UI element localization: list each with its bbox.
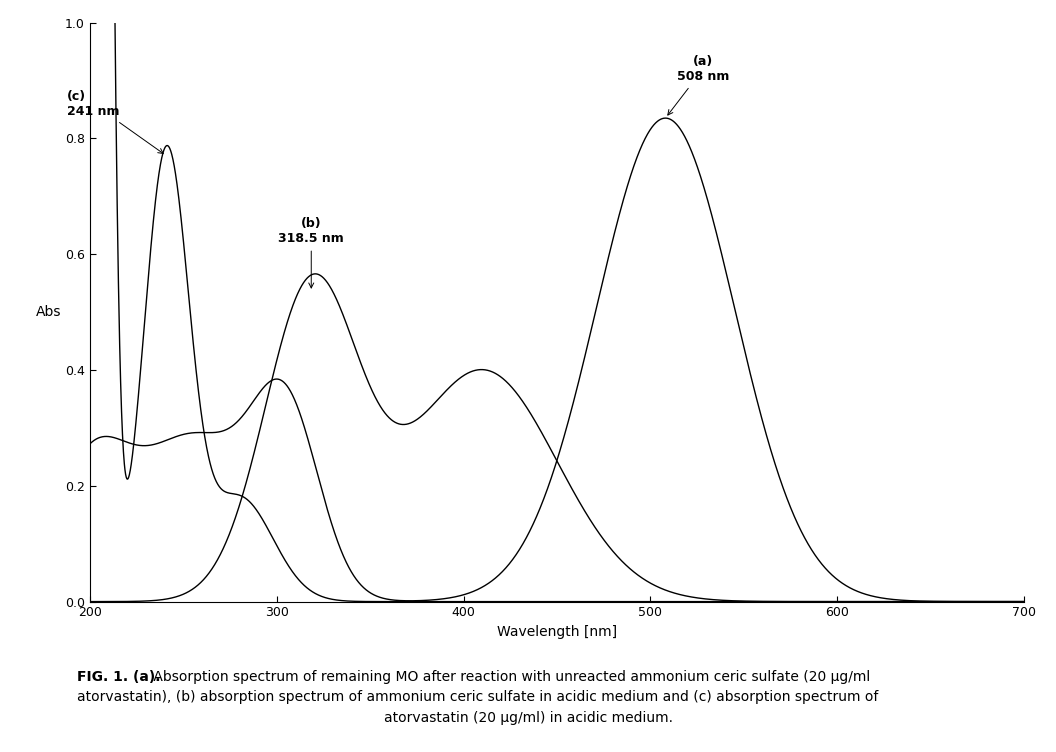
Text: (b)
318.5 nm: (b) 318.5 nm [279, 217, 344, 288]
Text: Absorption spectrum of remaining MO after reaction with unreacted ammonium ceric: Absorption spectrum of remaining MO afte… [149, 669, 870, 684]
Text: atorvastatin (20 μg/ml) in acidic medium.: atorvastatin (20 μg/ml) in acidic medium… [383, 711, 673, 725]
Text: (c)
241 nm: (c) 241 nm [68, 90, 164, 153]
Text: (a)
508 nm: (a) 508 nm [667, 56, 729, 115]
Y-axis label: Abs: Abs [36, 305, 61, 319]
Text: atorvastatin), (b) absorption spectrum of ammonium ceric sulfate in acidic mediu: atorvastatin), (b) absorption spectrum o… [77, 690, 879, 704]
X-axis label: Wavelength [nm]: Wavelength [nm] [497, 625, 617, 639]
Text: FIG. 1. (a).: FIG. 1. (a). [77, 669, 161, 684]
